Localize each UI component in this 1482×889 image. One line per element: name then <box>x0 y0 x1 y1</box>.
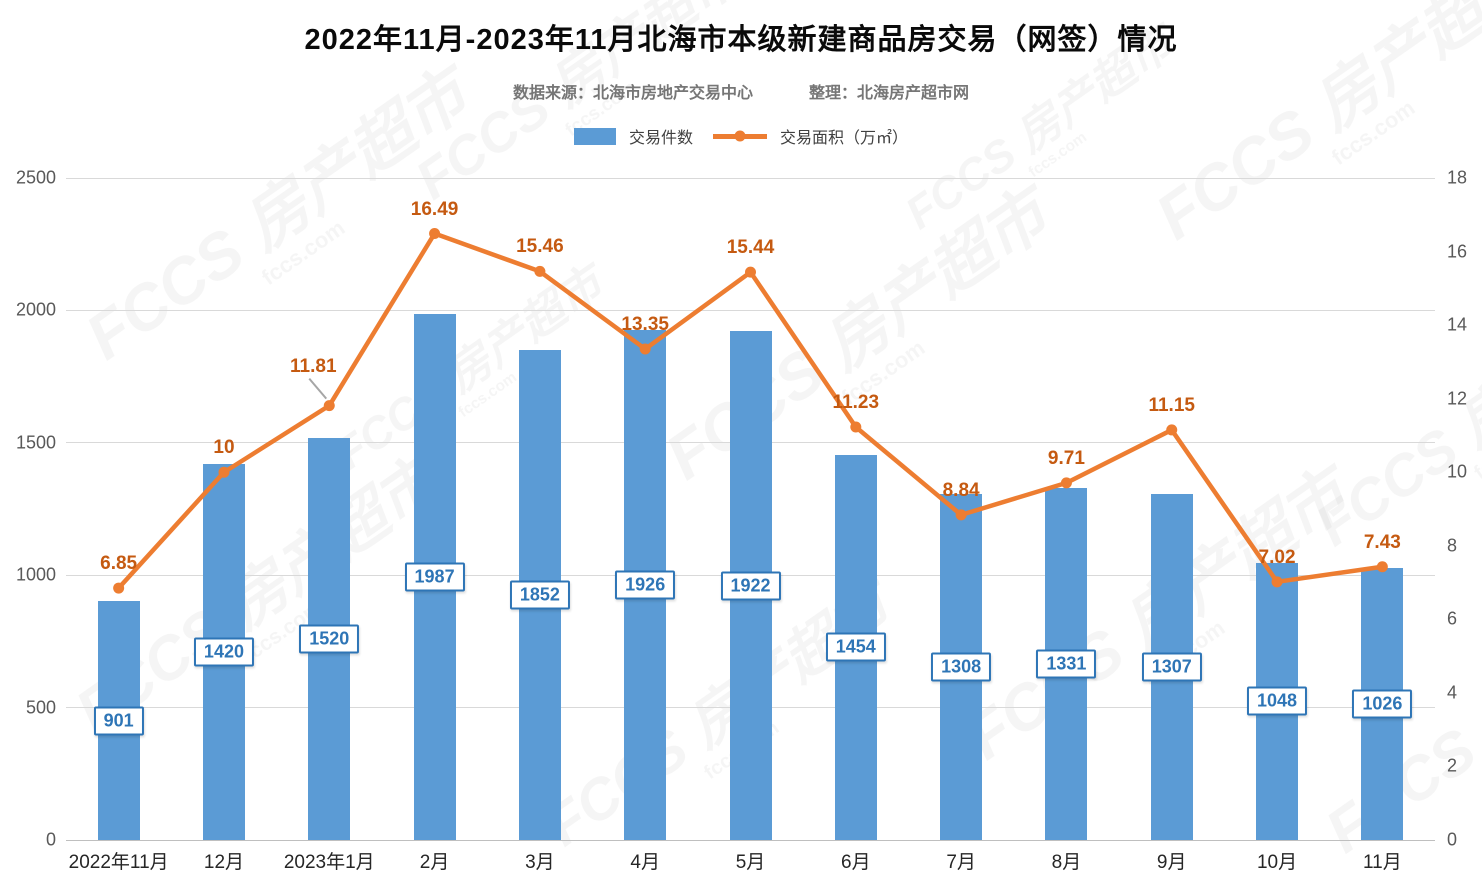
chart-title: 2022年11月-2023年11月北海市本级新建商品房交易（网签）情况 <box>304 24 1178 56</box>
bar-value-label: 1926 <box>615 570 676 600</box>
x-axis-label-7月: 7月 <box>946 852 976 873</box>
line-value-label: 13.35 <box>621 314 669 336</box>
line-point-marker <box>1271 576 1283 588</box>
line-point-marker <box>1060 477 1072 489</box>
line-value-label: 11.15 <box>1148 394 1195 416</box>
left-y-axis: 0 500 1000 1500 2000 2500 <box>0 168 56 850</box>
line-value-label: 15.44 <box>726 237 775 259</box>
left-axis-tick: 2000 <box>15 299 56 320</box>
bar-value-label: 1454 <box>825 632 886 662</box>
line-value-label: 11.23 <box>832 391 880 413</box>
line-point-marker <box>323 400 335 412</box>
line-value-label: 7.02 <box>1258 546 1296 568</box>
line-series-svg <box>113 228 1388 594</box>
gridline <box>66 177 1435 179</box>
chart-subtitle: 数据来源：北海市房地产交易中心 整理：北海房产超市网 <box>0 79 1482 103</box>
line-series-swatch-icon <box>713 130 767 142</box>
line-point-marker <box>850 421 862 433</box>
line-point-marker <box>113 582 125 594</box>
bar-value-label: 901 <box>93 706 144 736</box>
line-value-label: 10 <box>213 437 235 459</box>
x-axis-label-12月: 12月 <box>203 852 245 873</box>
line-value-label: 15.46 <box>516 236 564 258</box>
x-axis-label-6月: 6月 <box>841 852 871 873</box>
right-axis-tick: 4 <box>1447 682 1458 703</box>
editor-label: 整理：北海房产超市网 <box>809 85 970 102</box>
line-value-label: 6.85 <box>100 553 138 575</box>
left-axis-tick: 1500 <box>15 432 56 453</box>
line-point-marker <box>1166 424 1178 436</box>
plot-area: 901 1420 1520 1987 1852 1926 1922 1454 1308 1331 1… <box>66 177 1435 841</box>
line-value-label: 8.84 <box>942 479 980 501</box>
bar-value-label: 1420 <box>193 637 254 667</box>
right-axis-tick: 18 <box>1447 167 1468 188</box>
left-axis-tick: 500 <box>25 697 56 718</box>
bar-series-swatch-icon <box>573 127 616 145</box>
gridline <box>66 309 1435 311</box>
bar-value-label: 1987 <box>404 562 465 592</box>
line-point-marker <box>639 343 651 355</box>
right-axis-tick: 14 <box>1447 314 1468 335</box>
bar-value-label: 1308 <box>931 652 992 682</box>
legend-line-label: 交易面积（万㎡） <box>780 130 909 147</box>
right-y-axis: 0 2 4 6 8 10 12 14 16 18 <box>1447 168 1482 850</box>
x-axis-label-5月: 5月 <box>735 852 766 873</box>
left-axis-tick: 1000 <box>15 564 56 585</box>
bar-value-label: 1048 <box>1247 686 1308 716</box>
data-source-label: 数据来源：北海市房地产交易中心 <box>512 85 753 102</box>
line-point-marker <box>429 228 441 240</box>
line-point-marker <box>745 266 756 278</box>
right-axis-tick: 12 <box>1447 388 1468 409</box>
line-value-label: 16.49 <box>410 198 459 220</box>
bar-value-label: 1852 <box>509 580 570 610</box>
bar-value-label: 1331 <box>1036 649 1097 679</box>
x-axis-label-3月: 3月 <box>525 852 555 873</box>
x-axis-label-9月: 9月 <box>1156 852 1187 873</box>
x-axis-label-10月: 10月 <box>1256 852 1298 873</box>
x-axis-label-8月: 8月 <box>1051 852 1082 873</box>
x-axis-label-2022年11月: 2022年11月 <box>68 852 169 873</box>
x-axis: 2022年11月 12月 2023年1月 2月 3月 4月 5月 6月 7月 8月 9月 10月 11月 <box>66 847 1435 877</box>
bar-value-label: 1520 <box>299 624 360 654</box>
bar-value-label: 1026 <box>1352 689 1413 719</box>
line-value-label: 9.71 <box>1047 447 1085 469</box>
right-axis-tick: 2 <box>1447 755 1458 776</box>
x-axis-label-11月: 11月 <box>1362 852 1402 873</box>
line-point-marker <box>1376 561 1388 573</box>
bar-value-label: 1922 <box>720 571 781 601</box>
legend-bar-label: 交易件数 <box>628 130 693 147</box>
x-axis-label-4月: 4月 <box>630 852 660 873</box>
left-axis-tick: 0 <box>45 829 56 850</box>
right-axis-tick: 6 <box>1447 608 1458 629</box>
right-axis-tick: 0 <box>1447 829 1458 850</box>
label-leader-line <box>308 378 328 400</box>
right-axis-tick: 10 <box>1447 461 1468 482</box>
left-axis-tick: 2500 <box>15 167 56 188</box>
x-axis-label-2月: 2月 <box>419 852 450 873</box>
right-axis-tick: 8 <box>1447 535 1458 556</box>
chart-legend: 交易件数 交易面积（万㎡） <box>0 124 1482 148</box>
line-value-label: 11.81 <box>290 355 337 377</box>
line-value-label: 7.43 <box>1363 531 1401 553</box>
line-point-marker <box>534 265 546 277</box>
right-axis-tick: 16 <box>1447 241 1468 262</box>
line-point-marker <box>218 466 230 478</box>
gridline <box>66 839 1435 841</box>
line-point-marker <box>955 509 967 521</box>
bar-value-label: 1307 <box>1141 652 1202 682</box>
x-axis-label-2023年1月: 2023年1月 <box>283 852 375 873</box>
